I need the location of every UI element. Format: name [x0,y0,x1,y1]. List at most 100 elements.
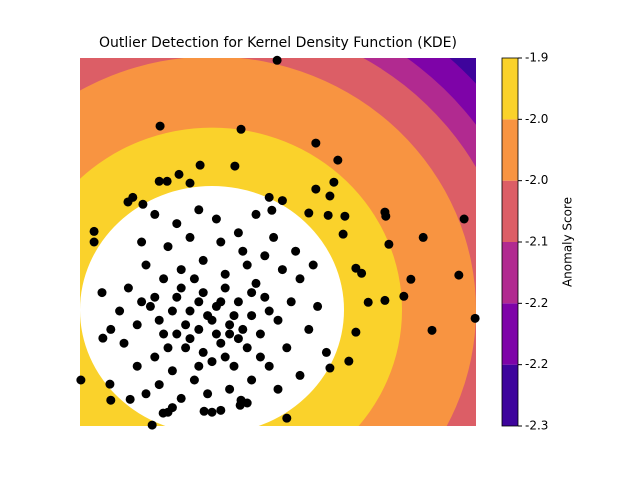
point [198,347,208,357]
point [132,320,142,330]
point [230,161,240,171]
colorbar-band [502,364,518,426]
point [308,260,318,270]
point [242,398,252,408]
point [132,361,142,371]
point [172,292,182,302]
point [264,192,274,202]
point [167,403,177,413]
point [162,176,172,186]
point [251,278,261,288]
point [255,352,265,362]
point [137,237,147,247]
point [220,269,230,279]
point [194,324,204,334]
point [286,297,296,307]
point [229,311,239,321]
point [399,291,409,301]
point [141,389,151,399]
point [454,270,464,280]
point [211,214,221,224]
point [251,209,261,219]
colorbar-tick-label: -1.9 [525,51,548,65]
point [123,197,133,207]
point [159,329,169,339]
point [216,338,226,348]
point [150,352,160,362]
point [277,265,287,275]
point [264,306,274,316]
point [406,274,416,284]
scatter-points [76,55,480,430]
point [272,55,282,65]
colorbar-band [502,180,518,242]
colorbar-band [502,58,518,120]
point [76,375,86,385]
point [295,274,305,284]
point [427,325,437,335]
point [172,329,182,339]
point [189,375,199,385]
point [198,288,208,298]
point [311,138,321,148]
point [233,228,243,238]
point [225,384,235,394]
point [98,333,108,343]
colorbar-band [502,303,518,365]
point [304,324,314,334]
point [260,251,270,261]
point [181,343,191,353]
point [273,315,283,325]
chart-title: Outlier Detection for Kernel Density Fun… [99,35,457,51]
point [247,311,257,321]
point [267,205,277,215]
point [97,288,107,298]
point [357,268,367,278]
point [159,274,169,284]
point [172,219,182,229]
point [207,357,217,367]
point [145,301,155,311]
point [147,420,157,430]
point [321,347,331,357]
point [247,288,257,298]
point [238,324,248,334]
point [459,214,469,224]
point [216,405,226,415]
point [194,361,204,371]
point [381,211,391,221]
point [106,395,116,405]
point [176,393,186,403]
point [176,265,186,275]
point [380,295,390,305]
point [115,306,125,316]
point [174,169,184,179]
colorbar-tick-label: -2.3 [525,419,548,433]
colorbar-band [502,242,518,304]
point [181,320,191,330]
point [282,413,292,423]
colorbar-tick-label: -2.0 [525,173,548,187]
point [363,297,373,307]
contour-field [80,58,476,426]
colorbar-tick-label: -2.2 [525,357,548,371]
point [325,363,335,373]
point [216,237,226,247]
point [242,260,252,270]
point [351,327,361,337]
point [154,176,164,186]
point [163,242,173,252]
point [313,301,323,311]
point [216,297,226,307]
point [238,246,248,256]
point [154,380,164,390]
point [295,370,305,380]
point [194,205,204,215]
point [273,384,283,394]
point [185,232,195,242]
point [225,320,235,330]
point [323,210,333,220]
point [141,260,151,270]
colorbar-label: Anomaly Score [561,197,575,287]
